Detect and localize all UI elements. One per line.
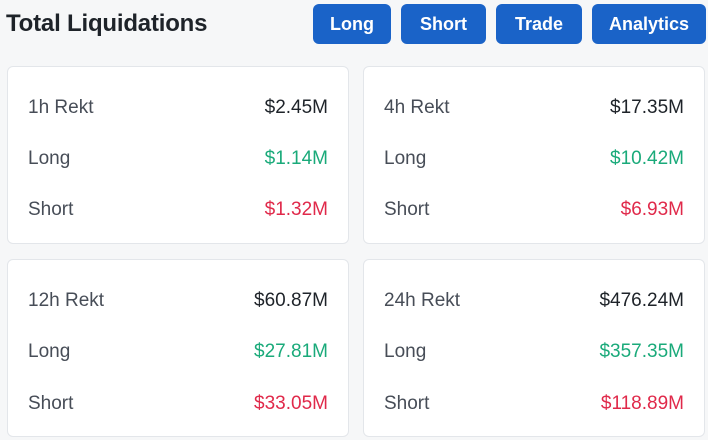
- long-value: $27.81M: [254, 341, 328, 362]
- liquidation-card-12h: 12h Rekt $60.87M Long $27.81M Short $33.…: [7, 259, 349, 437]
- period-label: 12h Rekt: [28, 290, 105, 311]
- period-label: 1h Rekt: [28, 97, 94, 118]
- long-label: Long: [384, 341, 427, 362]
- period-label: 24h Rekt: [384, 290, 461, 311]
- long-value: $1.14M: [264, 148, 328, 169]
- total-row: 24h Rekt $476.24M: [384, 289, 684, 313]
- long-row: Long $27.81M: [28, 340, 328, 364]
- total-row: 1h Rekt $2.45M: [28, 96, 328, 120]
- short-label: Short: [28, 199, 74, 220]
- analytics-button[interactable]: Analytics: [592, 4, 706, 44]
- short-value: $1.32M: [264, 199, 328, 220]
- long-row: Long $357.35M: [384, 340, 684, 364]
- long-button[interactable]: Long: [313, 4, 391, 44]
- short-label: Short: [384, 393, 430, 414]
- total-value: $476.24M: [599, 290, 684, 311]
- short-value: $118.89M: [600, 393, 684, 414]
- long-value: $10.42M: [610, 148, 684, 169]
- liquidation-card-4h: 4h Rekt $17.35M Long $10.42M Short $6.93…: [363, 66, 705, 244]
- short-row: Short $118.89M: [384, 392, 684, 416]
- long-row: Long $10.42M: [384, 147, 684, 171]
- short-row: Short $6.93M: [384, 198, 684, 222]
- trade-button[interactable]: Trade: [496, 4, 582, 44]
- liquidation-card-1h: 1h Rekt $2.45M Long $1.14M Short $1.32M: [7, 66, 349, 244]
- short-row: Short $33.05M: [28, 392, 328, 416]
- long-value: $357.35M: [599, 341, 684, 362]
- page-title: Total Liquidations: [6, 10, 208, 37]
- nav-buttons: Long Short Trade Analytics: [313, 4, 706, 44]
- period-label: 4h Rekt: [384, 97, 450, 118]
- short-button[interactable]: Short: [401, 4, 486, 44]
- header: Total Liquidations Long Short Trade Anal…: [0, 0, 708, 50]
- total-row: 4h Rekt $17.35M: [384, 96, 684, 120]
- long-label: Long: [28, 341, 71, 362]
- total-value: $2.45M: [264, 97, 328, 118]
- long-label: Long: [28, 148, 71, 169]
- short-label: Short: [28, 393, 74, 414]
- total-value: $17.35M: [610, 97, 684, 118]
- short-value: $6.93M: [620, 199, 684, 220]
- long-label: Long: [384, 148, 427, 169]
- short-value: $33.05M: [254, 393, 328, 414]
- liquidation-card-24h: 24h Rekt $476.24M Long $357.35M Short $1…: [363, 259, 705, 437]
- long-row: Long $1.14M: [28, 147, 328, 171]
- short-label: Short: [384, 199, 430, 220]
- total-value: $60.87M: [254, 290, 328, 311]
- total-row: 12h Rekt $60.87M: [28, 289, 328, 313]
- short-row: Short $1.32M: [28, 198, 328, 222]
